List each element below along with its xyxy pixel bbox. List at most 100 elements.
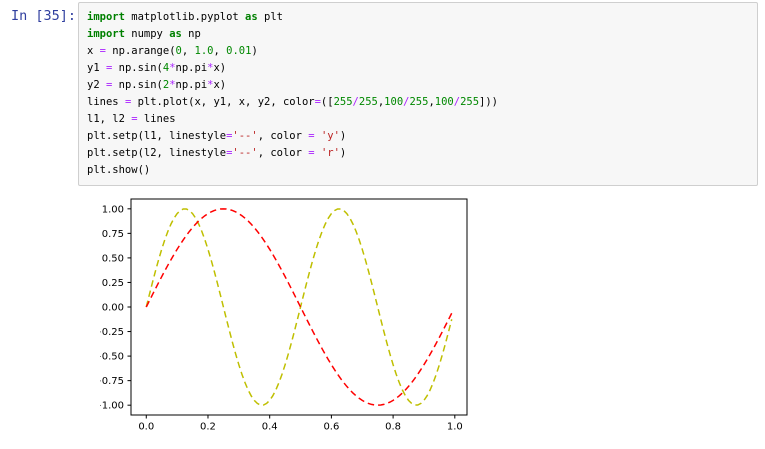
code-token: /: [453, 96, 461, 108]
y-tick-label: 0.25: [102, 278, 124, 289]
code-token: l1, l2: [87, 113, 132, 125]
code-token: 'r': [320, 147, 340, 159]
code-line: l1, l2 = lines: [87, 111, 749, 128]
code-token: 255: [358, 96, 378, 108]
notebook-code-cell: In [35]: import matplotlib.pyplot as plt…: [0, 2, 765, 186]
code-token: *: [169, 79, 176, 91]
code-token: *: [169, 62, 176, 74]
code-token: '--': [232, 147, 258, 159]
code-token: np: [181, 28, 201, 40]
code-token: lines: [87, 96, 125, 108]
code-token: np.sin(: [112, 62, 163, 74]
series-line-y1: [145, 208, 453, 406]
code-token: =: [226, 130, 233, 142]
code-token: import: [87, 11, 125, 23]
code-token: ])): [479, 96, 498, 108]
code-line: plt.show(): [87, 162, 749, 179]
code-token: 0: [175, 45, 182, 57]
code-token: plt.show(): [87, 164, 151, 176]
code-line: y2 = np.sin(2*np.pi*x): [87, 77, 749, 94]
code-token: *: [207, 79, 214, 91]
input-prompt[interactable]: In [35]:: [10, 8, 76, 24]
code-token: np.sin(: [112, 79, 163, 91]
y-tick-label: −0.75: [100, 376, 124, 387]
code-token: x: [87, 45, 100, 57]
code-token: =: [131, 113, 138, 125]
code-token: ): [251, 45, 258, 57]
code-token: numpy: [124, 28, 170, 40]
code-token: np.arange(: [105, 45, 176, 57]
code-token: , color: [257, 147, 309, 159]
code-token: =: [226, 147, 233, 159]
code-token: 2: [162, 79, 170, 91]
y-tick-label: 1.00: [102, 204, 124, 215]
code-token: as: [245, 11, 258, 23]
code-token: 0.01: [226, 45, 252, 57]
code-line: lines = plt.plot(x, y1, x, y2, color=([2…: [87, 94, 749, 111]
code-token: '--': [232, 130, 258, 142]
code-token: , color: [257, 130, 309, 142]
x-tick-label: 0.8: [385, 422, 401, 433]
code-token: ([: [320, 96, 334, 108]
y-tick-label: −0.50: [100, 352, 124, 363]
code-token: plt.plot(x, y1, x, y2, color: [131, 96, 315, 108]
code-token: y2: [87, 79, 106, 91]
code-token: =: [105, 79, 113, 91]
code-token: x): [213, 62, 227, 74]
code-token: np.pi: [175, 62, 208, 74]
y-tick-label: −1.00: [100, 401, 124, 412]
code-token: matplotlib.pyplot: [124, 11, 246, 23]
code-token: 255: [460, 96, 480, 108]
code-token: ): [339, 147, 347, 159]
code-token: 4: [162, 62, 170, 74]
code-token: =: [308, 130, 315, 142]
y-tick-label: 0.00: [102, 303, 124, 314]
code-line: plt.setp(l1, linestyle='--', color = 'y'…: [87, 128, 749, 145]
code-token: =: [105, 62, 113, 74]
code-token: ,: [181, 45, 195, 57]
code-token: 1.0: [194, 45, 214, 57]
code-token: lines: [137, 113, 176, 125]
cell-output-figure: 0.0 0.2 0.4 0.6 0.8 1.0 −1.00 −0.75 −0.50 −0.25 0.…: [100, 191, 480, 445]
sine-plot-svg: 0.0 0.2 0.4 0.6 0.8 1.0 −1.00 −0.75 −0.50 −0.25 0.…: [100, 198, 468, 433]
code-line: y1 = np.sin(4*np.pi*x): [87, 60, 749, 77]
code-token: =: [308, 147, 315, 159]
code-token: /: [403, 96, 410, 108]
y-tick-label: 0.50: [102, 253, 124, 264]
code-token: plt: [257, 11, 283, 23]
code-token: as: [169, 28, 182, 40]
series-line-y2: [145, 208, 453, 406]
x-tick-label: 1.0: [447, 422, 463, 433]
code-token: 'y': [320, 130, 340, 142]
y-tick-label: −0.25: [100, 327, 124, 338]
y-tick-label: 0.75: [102, 229, 124, 240]
code-token: x): [213, 79, 227, 91]
code-editor[interactable]: import matplotlib.pyplot as plt import nu…: [87, 9, 749, 179]
code-token: /: [352, 96, 359, 108]
code-token: ,: [428, 96, 435, 108]
x-tick-label: 0.4: [262, 422, 278, 433]
code-token: import: [87, 28, 125, 40]
code-token: plt.setp(l1, linestyle: [87, 130, 227, 142]
code-token: 255: [333, 96, 353, 108]
code-line: x = np.arange(0, 1.0, 0.01): [87, 43, 749, 60]
x-tick-label: 0.6: [323, 422, 339, 433]
code-token: 100: [434, 96, 454, 108]
code-line: plt.setp(l2, linestyle='--', color = 'r'…: [87, 145, 749, 162]
code-token: plt.setp(l2, linestyle: [87, 147, 227, 159]
code-token: ): [339, 130, 347, 142]
code-line: import numpy as np: [87, 26, 749, 43]
code-token: ,: [213, 45, 227, 57]
code-token: *: [207, 62, 214, 74]
code-token: 100: [384, 96, 404, 108]
code-token: y1: [87, 62, 106, 74]
code-input-area[interactable]: import matplotlib.pyplot as plt import nu…: [78, 2, 758, 186]
code-token: =: [314, 96, 321, 108]
x-tick-label: 0.0: [138, 422, 154, 433]
code-token: =: [124, 96, 132, 108]
code-token: =: [99, 45, 106, 57]
code-line: import matplotlib.pyplot as plt: [87, 9, 749, 26]
code-token: ,: [377, 96, 385, 108]
code-token: 255: [409, 96, 429, 108]
x-tick-label: 0.2: [200, 422, 216, 433]
